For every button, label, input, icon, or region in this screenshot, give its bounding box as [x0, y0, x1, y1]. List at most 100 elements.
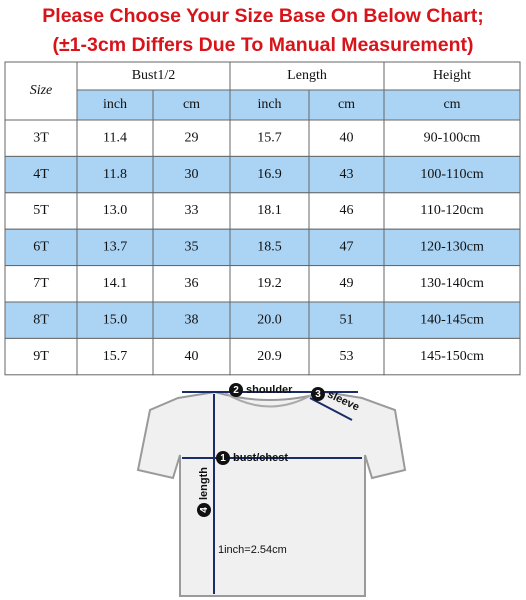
cell-text: 20.9 [257, 349, 282, 364]
badge-number: 4 [199, 507, 210, 513]
number-badge [197, 503, 211, 517]
measure-label: 1 bust/chest [216, 451, 288, 465]
group-cell [76, 61, 231, 91]
badge-number: 3 [315, 389, 321, 400]
subheader-label: cm [183, 97, 200, 112]
badge-number: 1 [220, 453, 226, 464]
cell-text: 140-145cm [420, 312, 484, 327]
cell-text: 15.7 [257, 130, 282, 145]
label-text: shoulder [246, 384, 293, 396]
cell-text: 15.7 [103, 349, 128, 364]
group-label: Length [287, 68, 327, 83]
number-badge [229, 383, 243, 397]
cell-text: 120-130cm [420, 240, 484, 255]
cell-text: 38 [185, 312, 199, 327]
cell-text: 145-150cm [420, 349, 484, 364]
table-cell [383, 301, 521, 339]
group-label: Bust1/2 [132, 68, 176, 83]
header-line: (±1-3cm Differs Due To Manual Measuremen… [52, 34, 473, 56]
cell-text: 29 [185, 130, 199, 145]
cell-text: 35 [185, 240, 199, 255]
subheader-label: inch [103, 97, 127, 112]
group-cell [229, 61, 385, 91]
header-line: Please Choose Your Size Base On Below Ch… [42, 5, 483, 27]
measure-label: 4 length [197, 467, 211, 517]
table-cell [308, 337, 385, 376]
table-cell [4, 301, 78, 339]
table-cell [76, 337, 154, 376]
size-table: Size Bust1/2 Length Height inch cm inch cm cm 3T 1… [4, 61, 521, 376]
cell-text: 90-100cm [424, 130, 481, 145]
table-cell [308, 119, 385, 157]
cell-text: 51 [340, 312, 354, 327]
cell-text: 13.0 [103, 203, 128, 218]
table-cell [308, 155, 385, 194]
cell-text: 130-140cm [420, 276, 484, 291]
cell-text: 15.0 [103, 312, 128, 327]
cell-text: 14.1 [103, 276, 128, 291]
table-cell [152, 337, 231, 376]
table-cell [152, 155, 231, 194]
group-label: Height [433, 68, 471, 83]
badge-number: 2 [233, 385, 239, 396]
number-badge [216, 451, 230, 465]
cell-text: 30 [185, 167, 199, 182]
cell-text: 40 [185, 349, 199, 364]
group-cell [383, 61, 521, 91]
cell-text: 9T [33, 349, 49, 364]
subheader-label: inch [257, 97, 281, 112]
cell-text: 18.1 [257, 203, 282, 218]
cell-text: 49 [340, 276, 354, 291]
collar [224, 392, 316, 408]
table-cell [152, 301, 231, 339]
cell-text: 7T [33, 276, 49, 291]
cell-text: 36 [185, 276, 199, 291]
table-cell [152, 119, 231, 157]
table-cell [76, 155, 154, 194]
table-cell [4, 119, 78, 157]
cell-text: 19.2 [257, 276, 282, 291]
table-cell [229, 228, 310, 267]
cell-text: 11.8 [103, 167, 127, 182]
table-cell [383, 265, 521, 303]
cell-text: 16.9 [257, 167, 282, 182]
cell-text: 47 [340, 240, 354, 255]
cell-text: 18.5 [257, 240, 282, 255]
number-badge [311, 387, 325, 401]
corner-label: Size [30, 83, 53, 98]
cell-text: 13.7 [103, 240, 128, 255]
subheader-cell [308, 89, 385, 121]
table-cell [229, 337, 310, 376]
table-cell [383, 155, 521, 194]
cell-text: 5T [33, 203, 49, 218]
table-cell [229, 265, 310, 303]
label-text: bust/chest [233, 452, 288, 464]
label-text: length [198, 467, 210, 500]
cell-text: 6T [33, 240, 49, 255]
cell-text: 46 [340, 203, 354, 218]
cell-text: 110-120cm [420, 203, 483, 218]
cell-text: 53 [340, 349, 354, 364]
measure-label: 2 shoulder [229, 383, 293, 397]
unit-note: 1inch=2.54cm [218, 544, 287, 556]
corner-cell [4, 61, 78, 121]
sleeve-arrow [309, 397, 353, 421]
table-cell [383, 337, 521, 376]
table-cell [4, 228, 78, 267]
table-cell [152, 265, 231, 303]
cell-text: 3T [33, 130, 49, 145]
table-cell [76, 228, 154, 267]
cell-text: 11.4 [103, 130, 127, 145]
table-cell [229, 155, 310, 194]
cell-text: 100-110cm [420, 167, 483, 182]
table-cell [4, 192, 78, 230]
cell-text: 4T [33, 167, 49, 182]
subheader-label: cm [338, 97, 355, 112]
shirt-outline [136, 390, 407, 597]
subheader-label: cm [443, 97, 460, 112]
table-cell [229, 301, 310, 339]
table-cell [76, 192, 154, 230]
cell-text: 8T [33, 312, 49, 327]
